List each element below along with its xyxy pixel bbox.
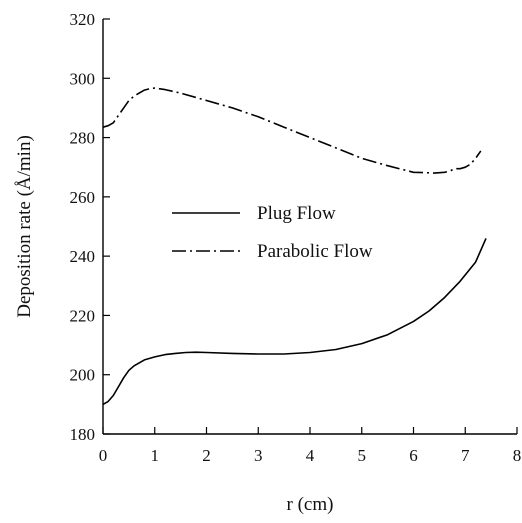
x-tick-label: 0 — [99, 446, 108, 465]
y-tick-label: 320 — [70, 10, 96, 29]
y-tick-label: 220 — [70, 306, 96, 325]
x-tick-label: 3 — [254, 446, 263, 465]
x-tick-label: 6 — [409, 446, 418, 465]
y-tick-label: 180 — [70, 425, 96, 444]
x-tick-label: 7 — [461, 446, 470, 465]
tick-labels: 180 200 220 240 260 280 300 320 0 1 2 3 4 5 6 7 8 — [70, 10, 522, 465]
x-tick-label: 5 — [358, 446, 367, 465]
y-tick-label: 200 — [70, 366, 96, 385]
y-tick-label: 300 — [70, 69, 96, 88]
x-tick-label: 1 — [151, 446, 160, 465]
series-layer — [102, 87, 487, 406]
x-axis-title: r (cm) — [287, 494, 334, 515]
tick-marks — [102, 18, 518, 435]
y-tick-label: 280 — [70, 129, 96, 148]
legend: Plug Flow Parabolic Flow — [172, 203, 373, 262]
series-line-parabolic-flow — [102, 87, 482, 174]
x-tick-label: 2 — [202, 446, 211, 465]
legend-label-parabolic-flow: Parabolic Flow — [257, 241, 373, 262]
y-tick-label: 240 — [70, 247, 96, 266]
x-tick-label: 4 — [306, 446, 315, 465]
axes — [102, 19, 517, 435]
y-tick-label: 260 — [70, 188, 96, 207]
legend-label-plug-flow: Plug Flow — [257, 203, 336, 224]
y-axis-title: Deposition rate (Å/min) — [14, 135, 35, 318]
x-tick-label: 8 — [513, 446, 522, 465]
series-line-plug-flow — [102, 238, 487, 406]
